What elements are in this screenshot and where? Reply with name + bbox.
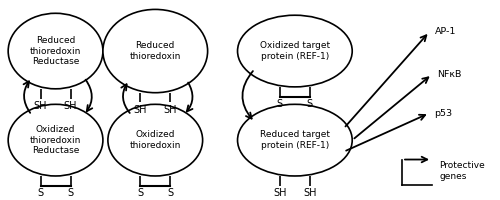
Text: SH: SH [134, 105, 147, 115]
Ellipse shape [8, 104, 103, 176]
Text: Reduced target
protein (REF-1): Reduced target protein (REF-1) [260, 130, 330, 150]
Text: SH: SH [164, 105, 177, 115]
Text: S: S [137, 188, 143, 198]
Text: SH: SH [303, 188, 316, 198]
Text: S: S [68, 188, 73, 198]
Text: Oxidized
thioredoxin
Reductase: Oxidized thioredoxin Reductase [30, 125, 81, 155]
Ellipse shape [238, 15, 352, 87]
Text: S: S [38, 188, 44, 198]
Text: Reduced
thioredoxin
Reductase: Reduced thioredoxin Reductase [30, 36, 81, 66]
Text: Protective
genes: Protective genes [440, 161, 485, 181]
Text: SH: SH [64, 101, 77, 111]
Text: S: S [167, 188, 173, 198]
Text: SH: SH [273, 188, 286, 198]
Text: SH: SH [34, 101, 48, 111]
Text: S: S [307, 99, 313, 109]
Text: Oxidized target
protein (REF-1): Oxidized target protein (REF-1) [260, 41, 330, 61]
Text: NFκB: NFκB [437, 70, 462, 79]
Text: S: S [277, 99, 283, 109]
Text: Reduced
thioredoxin: Reduced thioredoxin [130, 41, 181, 61]
Text: AP-1: AP-1 [434, 27, 456, 36]
Text: Oxidized
thioredoxin: Oxidized thioredoxin [130, 130, 181, 150]
Ellipse shape [238, 104, 352, 176]
Ellipse shape [8, 13, 103, 89]
Ellipse shape [108, 104, 202, 176]
Text: p53: p53 [434, 109, 452, 118]
Ellipse shape [103, 9, 208, 93]
